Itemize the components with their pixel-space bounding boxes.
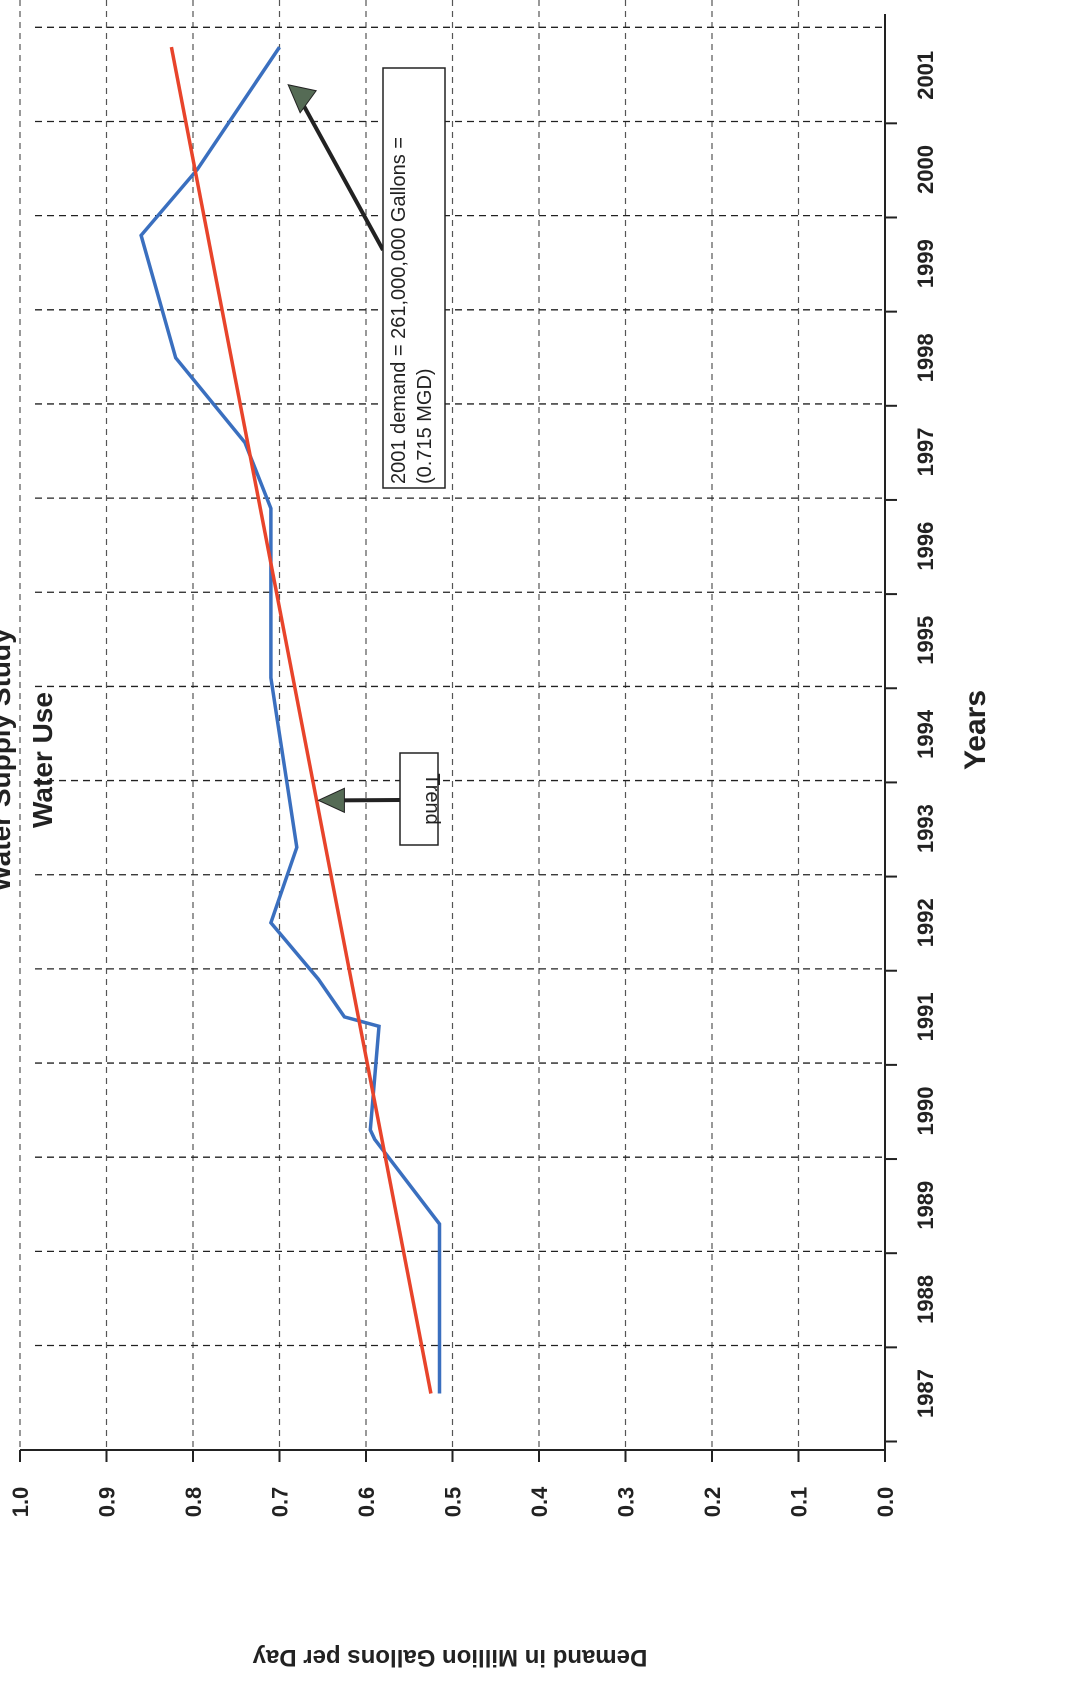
demand-tick-label: 0.7 xyxy=(268,1487,293,1518)
demand-tick-label: 0.1 xyxy=(787,1487,812,1518)
trend-series-line xyxy=(169,46,433,1394)
demand-tick-label: 0.4 xyxy=(527,1486,552,1517)
demand-tick-label: 0.6 xyxy=(354,1487,379,1518)
axis-labels: 0.0 0.1 0.2 0.3 0.4 0.5 0.6 0.7 0.8 0.9 1.0 1987 198… xyxy=(0,51,992,1671)
chart-title-line: Water Use xyxy=(27,692,58,828)
demand-2001-callout-text: 2001 demand = 261,000,000 Gallons = xyxy=(388,137,410,484)
trend-callout-text: Trend xyxy=(421,773,443,825)
demand-2001-arrowhead xyxy=(287,84,318,114)
y-axis-title: Demand in Million Gallons per Day xyxy=(252,1644,647,1671)
data-series xyxy=(139,46,442,1394)
year-tick-label: 1999 xyxy=(913,239,938,288)
chart-title-line: Water Supply Study xyxy=(0,628,16,892)
year-tick-label: 1991 xyxy=(913,992,938,1041)
year-tick-label: 1993 xyxy=(913,804,938,853)
demand-tick-label: 0.5 xyxy=(441,1487,466,1518)
year-tick-label: 1987 xyxy=(913,1369,938,1418)
year-tick-label: 1997 xyxy=(913,427,938,476)
year-tick-label: 1994 xyxy=(913,709,938,759)
year-tick-label: 1989 xyxy=(913,1181,938,1230)
year-tick-label: 2000 xyxy=(913,145,938,194)
year-tick-label: 1995 xyxy=(913,616,938,665)
year-tick-label: 1988 xyxy=(913,1275,938,1324)
demand-2001-arrow-line xyxy=(300,101,385,251)
demand-series-line xyxy=(139,46,442,1394)
demand-tick-label: 0.0 xyxy=(873,1487,898,1518)
gridlines xyxy=(19,0,885,1450)
demand-2001-callout-text: (0.715 MGD) xyxy=(414,368,436,484)
trend-arrowhead xyxy=(317,787,345,814)
year-tick-label: 2001 xyxy=(913,51,938,100)
year-tick-label: 1990 xyxy=(913,1087,938,1136)
demand-2001-callout-box xyxy=(382,67,446,489)
axes xyxy=(19,14,897,1462)
year-tick-label: 1996 xyxy=(913,522,938,571)
demand-tick-label: 0.2 xyxy=(700,1487,725,1518)
annotations: Trend 2001 demand = 261,000,000 Gallons =… xyxy=(287,67,446,846)
demand-tick-label: 0.3 xyxy=(614,1487,639,1518)
year-tick-label: 1992 xyxy=(913,898,938,947)
trend-callout-box xyxy=(399,752,439,846)
demand-tick-label: 0.9 xyxy=(95,1487,120,1518)
year-tick-label: 1998 xyxy=(913,333,938,382)
demand-tick-label: 0.8 xyxy=(181,1487,206,1518)
demand-tick-label: 1.0 xyxy=(8,1487,33,1518)
x-axis-title: Years xyxy=(959,690,992,770)
